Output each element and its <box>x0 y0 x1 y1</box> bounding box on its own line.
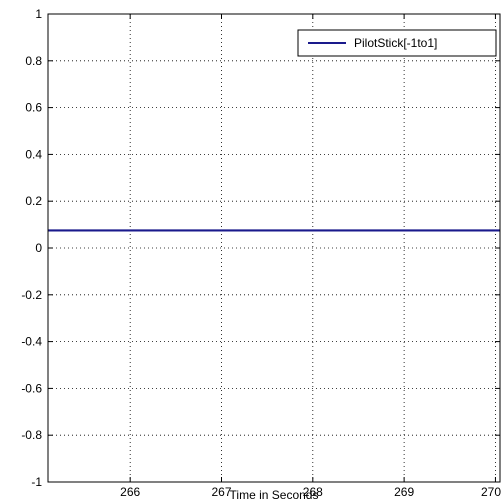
x-tick-label: 266 <box>120 485 140 499</box>
y-tick-label: -0.2 <box>21 288 42 302</box>
x-tick-label: 268 <box>303 485 323 499</box>
x-tick-label: 270 <box>481 485 501 499</box>
axis-ticks <box>48 13 500 483</box>
y-tick-label: 0 <box>35 241 42 255</box>
y-tick-label: 0.8 <box>25 54 42 68</box>
y-tick-label: 1 <box>35 7 42 21</box>
y-tick-label: 0.4 <box>25 147 42 161</box>
x-axis-label: Time in Seconds <box>230 488 319 502</box>
y-tick-label: -0.6 <box>21 381 42 395</box>
y-tick-label: -0.8 <box>21 428 42 442</box>
y-tick-label: 0.6 <box>25 101 42 115</box>
legend-entry-pilotstick: PilotStick[-1to1] <box>354 36 437 50</box>
grid-lines <box>48 14 500 482</box>
legend: PilotStick[-1to1] <box>297 29 497 57</box>
y-tick-label: 0.2 <box>25 194 42 208</box>
y-axis-tick-labels: -1 -0.8 -0.6 -0.4 -0.2 0 0.2 0.4 0.6 0.8 1 <box>21 7 42 489</box>
x-axis-tick-labels: 266 267 268 269 270 <box>120 485 501 499</box>
x-tick-label: 267 <box>211 485 231 499</box>
x-tick-label: 269 <box>394 485 414 499</box>
y-tick-label: -0.4 <box>21 335 42 349</box>
y-tick-label: -1 <box>31 475 42 489</box>
